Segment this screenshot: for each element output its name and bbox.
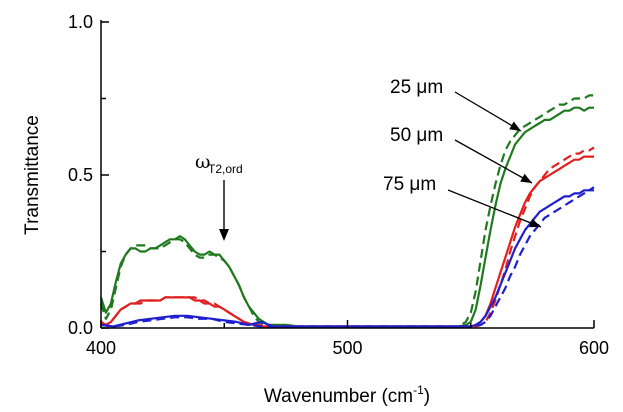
omega-label: ω — [195, 151, 211, 173]
series-line-4 — [100, 186, 595, 328]
x-tick-label: 500 — [332, 338, 362, 358]
series-line-2 — [100, 155, 594, 328]
thickness-label-75: 75 μm — [383, 174, 436, 195]
series-line-1 — [99, 94, 594, 328]
thickness-arrow-75 — [447, 189, 542, 228]
series-layer — [99, 94, 595, 328]
y-tick-label: 1.0 — [68, 12, 93, 32]
series-line-3 — [100, 146, 595, 328]
thickness-arrowhead-50 — [520, 173, 532, 183]
y-axis-title: Transmittance — [22, 115, 43, 235]
y-tick-label: 0.5 — [68, 165, 93, 185]
annotations-layer: ωT2,ord 25 μm 50 μm 75 μm — [195, 77, 542, 241]
series-line-0 — [99, 106, 594, 328]
y-tick-label: 0.0 — [68, 318, 93, 338]
thickness-arrow-25 — [454, 91, 522, 132]
thickness-arrowhead-25 — [509, 121, 521, 131]
thickness-label-25: 25 μm — [390, 77, 443, 98]
axes-layer: 400 500 600 0.0 0.5 1.0 Wavenumber (cm-1) Trans… — [22, 12, 609, 407]
omega-arrow-head — [219, 229, 229, 241]
omega-subscript: T2,ord — [208, 162, 243, 176]
x-tick-label: 600 — [579, 338, 609, 358]
x-axis-title: Wavenumber (cm-1) — [264, 383, 430, 407]
series-line-5 — [100, 189, 594, 328]
thickness-arrowhead-75 — [529, 218, 541, 228]
thickness-arrow-50 — [454, 139, 533, 184]
x-tick-label: 400 — [86, 338, 116, 358]
thickness-label-50: 50 μm — [390, 125, 443, 146]
